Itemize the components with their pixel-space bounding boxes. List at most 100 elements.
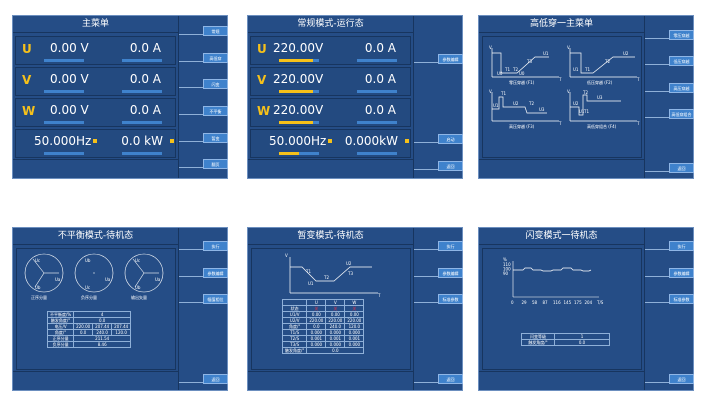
phase-row: V 220.00V 0.0 A	[250, 67, 411, 96]
softkey-button[interactable]: 翻页	[203, 159, 228, 169]
content-frame: % 110 100 90 0 29 58 87 116 145 175 204 T/S 闪变等级 1 触发角度…	[482, 248, 642, 370]
softkey-button[interactable]: 低压穿越	[669, 56, 694, 66]
current-bar	[122, 121, 162, 124]
bar-fill	[279, 59, 313, 62]
softkey-button[interactable]: 零压穿越	[669, 30, 694, 40]
y-tick-label: 90	[503, 271, 509, 276]
voltage-bar	[279, 59, 319, 62]
table-cell: 8.46	[73, 341, 132, 348]
diagram-label: U2	[346, 261, 352, 266]
frequency-bar	[44, 152, 84, 155]
voltage-value: 0.00 V	[50, 103, 89, 117]
bar-fill	[279, 121, 313, 124]
voltage-bar	[44, 90, 84, 93]
status-bar	[248, 159, 413, 178]
phase-label: W	[257, 104, 271, 118]
main-area: 不平衡模式-待机态 Uc Ua Ub 正序分量 Ub Ua Uc 负序分量 Uc Ua Ub 输出矢量不…	[13, 228, 179, 390]
softkey-button[interactable]: 常规	[203, 26, 228, 36]
softkey-button[interactable]: 参数编辑	[438, 54, 463, 64]
table-row: 触发角度/° 0.0	[281, 347, 365, 354]
table-row: 电压/V 220.00 207.44 207.44	[46, 323, 132, 330]
power-bar	[357, 152, 397, 155]
diagram-label: T	[558, 121, 562, 126]
softkey-button[interactable]: 闪变	[203, 79, 228, 89]
current-bar	[122, 59, 162, 62]
waveform-line	[570, 52, 635, 74]
softkey-button[interactable]: 执行	[669, 241, 694, 251]
screen-title: 常规模式-运行态	[248, 16, 413, 33]
voltage-bar	[279, 90, 319, 93]
diagram-label: V	[285, 253, 288, 258]
table-row: 触发角度/° 0.0	[521, 339, 610, 346]
x-tick-label: 0	[511, 300, 514, 305]
button-connector	[645, 249, 669, 250]
softkey-button[interactable]: 标准参数	[438, 294, 463, 304]
phasor-label: Ua	[55, 277, 61, 282]
softkey-button[interactable]: 返回	[438, 161, 463, 171]
status-bar	[248, 371, 413, 390]
button-connector	[645, 64, 669, 65]
softkey-button[interactable]: 高压穿越	[669, 83, 694, 93]
waveform-line	[513, 267, 592, 272]
softkey-button[interactable]: 启动	[438, 134, 463, 144]
status-bar	[13, 371, 178, 390]
table-cell: 220.00	[325, 317, 346, 324]
diagram-label: U2	[513, 101, 519, 106]
current-bar	[122, 90, 162, 93]
diagram-label: U0	[519, 71, 525, 76]
waveform-line	[492, 96, 547, 114]
softkey-button[interactable]: 参数编辑	[438, 268, 463, 278]
button-connector	[414, 302, 438, 303]
softkey-button[interactable]: 高低穿	[203, 53, 228, 63]
table-cell: 207.44	[111, 323, 132, 330]
softkey-button[interactable]: 参数编辑	[669, 268, 694, 278]
current-bar	[357, 59, 397, 62]
power-row: 50.000Hz 0.000kW	[250, 129, 411, 158]
phase-row: W 0.00 V 0.0 A	[15, 98, 176, 127]
diagram-caption: 低压穿越 (F2)	[587, 80, 613, 85]
softkey-button[interactable]: 标准参数	[669, 294, 694, 304]
phase-row: U 220.00V 0.0 A	[250, 36, 411, 65]
main-area: 暂变模式-待机态 V T1 U1 T2 U2 T3 T U V W 状态关关关 U1/V 0.00 0.00…	[248, 228, 414, 390]
waveform-line	[492, 52, 549, 74]
softkey-button[interactable]: 不平衡	[203, 106, 228, 116]
diagram-label: V	[489, 45, 492, 50]
sag-waveform-diagram: V T1 U1 T2 U2 T3 T	[285, 253, 381, 297]
frequency-indicator	[328, 139, 332, 143]
table-cell: 不平衡度/%	[46, 311, 75, 318]
button-connector	[179, 61, 203, 62]
parameter-table: 不平衡度/% 4 触发角度/° 0.0 电压/V 220.00 207.44 207.44 角度…	[46, 311, 132, 348]
softkey-button[interactable]: 参数编辑	[203, 268, 228, 278]
softkey-button[interactable]: 执行	[438, 241, 463, 251]
phasor-arrow	[132, 258, 145, 274]
screen-title: 主菜单	[13, 16, 178, 33]
button-connector	[179, 34, 203, 35]
frequency-value: 50.000Hz	[34, 134, 92, 148]
softkey-button[interactable]: 幅值相位	[203, 294, 228, 304]
voltage-value: 220.00V	[273, 72, 324, 86]
softkey-button[interactable]: 暂变	[203, 133, 228, 143]
voltage-bar	[44, 59, 84, 62]
softkey-button[interactable]: 返回	[203, 374, 228, 384]
diagram-label: T2	[582, 90, 588, 95]
screen-panel: 不平衡模式-待机态 Uc Ua Ub 正序分量 Ub Ua Uc 负序分量 Uc Ua Ub 输出矢量不…	[12, 227, 228, 391]
parameter-table: 闪变等级 1 触发角度/° 0.0	[521, 333, 610, 346]
softkey-button[interactable]: 返回	[669, 163, 694, 173]
button-connector	[645, 382, 669, 383]
softkey-button[interactable]: 返回	[438, 374, 463, 384]
softkey-button[interactable]: 执行	[203, 241, 228, 251]
phasor-label: Ub	[35, 285, 41, 290]
diagram-label: T2	[604, 59, 610, 64]
diagram-label: U3	[539, 107, 545, 112]
screen-title: 闪变模式一待机态	[479, 228, 644, 245]
button-connector	[414, 142, 438, 143]
button-connector	[645, 276, 669, 277]
table-cell: 0.0	[554, 339, 610, 346]
circle-caption: 输出矢量	[131, 295, 147, 300]
diagram-label: V	[489, 89, 492, 94]
softkey-button[interactable]: 高低穿组合	[669, 109, 694, 119]
circle-outline	[124, 253, 164, 293]
waveform-line	[290, 266, 372, 282]
softkey-button[interactable]: 返回	[669, 374, 694, 384]
